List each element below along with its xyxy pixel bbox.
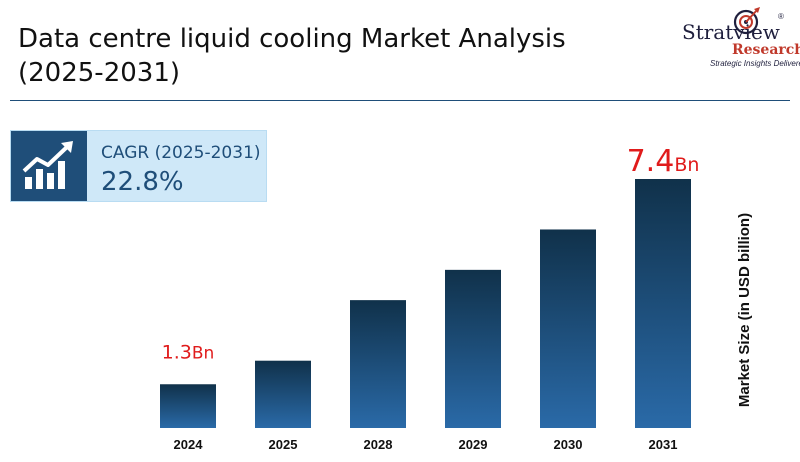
growth-chart-icon	[22, 141, 73, 189]
bar-2025	[255, 360, 311, 428]
logo-brand: Stratview	[682, 20, 780, 44]
bar-2029	[445, 269, 501, 428]
cagr-value: 22.8%	[101, 167, 184, 197]
stratview-logo: Stratview ® Research Strategic Insights …	[676, 6, 800, 68]
logo-research: Research	[732, 42, 800, 58]
logo-tagline: Strategic Insights Delivered	[710, 59, 800, 68]
cagr-label: CAGR (2025-2031)	[101, 143, 261, 163]
x-tick-label-2031: 2031	[649, 437, 678, 452]
bar-2024	[160, 384, 216, 428]
x-tick-label-2025: 2025	[269, 437, 298, 452]
bar-2030	[540, 229, 596, 428]
x-tick-label-2024: 2024	[174, 437, 204, 452]
x-tick-label-2030: 2030	[554, 437, 583, 452]
title-line-2: (2025-2031)	[18, 58, 181, 88]
page-title: Data centre liquid cooling Market Analys…	[18, 22, 578, 90]
data-label-2031: 7.4Bn	[627, 144, 700, 179]
header-divider	[10, 100, 790, 101]
cagr-card: CAGR (2025-2031) 22.8%	[10, 130, 267, 202]
data-label-2024: 1.3Bn	[162, 341, 215, 363]
x-tick-label-2028: 2028	[364, 437, 393, 452]
logo-registered-mark: ®	[778, 12, 784, 21]
bar-2028	[350, 300, 406, 428]
y-axis-label: Market Size (in USD billion)	[736, 213, 753, 407]
bar-2031	[635, 179, 691, 428]
cagr-icon-panel	[11, 131, 87, 201]
target-arrow-icon	[733, 7, 760, 35]
title-line-1: Data centre liquid cooling Market Analys…	[18, 24, 566, 54]
x-tick-label-2029: 2029	[459, 437, 488, 452]
